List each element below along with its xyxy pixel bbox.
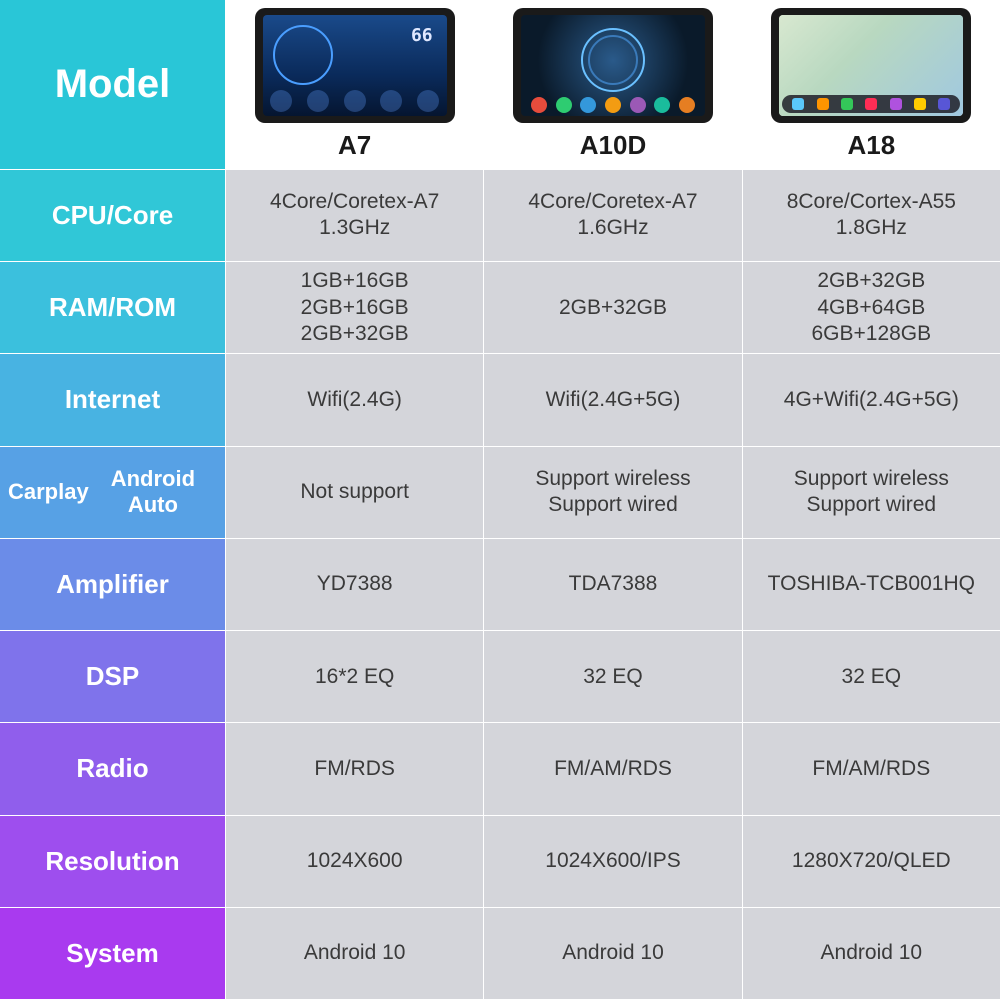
- row-system: System Android 10 Android 10 Android 10: [0, 908, 1000, 1000]
- row-model: Model 66 A7: [0, 0, 1000, 170]
- label-resolution: Resolution: [0, 816, 225, 907]
- row-radio: Radio FM/RDS FM/AM/RDS FM/AM/RDS: [0, 723, 1000, 815]
- label-internet: Internet: [0, 354, 225, 445]
- cell-resolution-a18: 1280X720/QLED: [742, 816, 1000, 907]
- cell-cpu-a7: 4Core/Coretex-A71.3GHz: [225, 170, 483, 261]
- label-amplifier: Amplifier: [0, 539, 225, 630]
- label-dsp: DSP: [0, 631, 225, 722]
- cell-radio-a7: FM/RDS: [225, 723, 483, 814]
- cell-carplay-a10d: Support wirelessSupport wired: [483, 447, 741, 538]
- cell-resolution-a7: 1024X600: [225, 816, 483, 907]
- cell-system-a7: Android 10: [225, 908, 483, 999]
- cell-system-a18: Android 10: [742, 908, 1000, 999]
- label-system: System: [0, 908, 225, 999]
- cell-system-a10d: Android 10: [483, 908, 741, 999]
- cell-radio-a18: FM/AM/RDS: [742, 723, 1000, 814]
- device-image-a10d: [513, 8, 713, 123]
- col-a10d-header: A10D: [483, 0, 741, 169]
- row-carplay: CarplayAndroid Auto Not support Support …: [0, 447, 1000, 539]
- cell-dsp-a18: 32 EQ: [742, 631, 1000, 722]
- cell-resolution-a10d: 1024X600/IPS: [483, 816, 741, 907]
- cell-internet-a18: 4G+Wifi(2.4G+5G): [742, 354, 1000, 445]
- cell-dsp-a7: 16*2 EQ: [225, 631, 483, 722]
- row-internet: Internet Wifi(2.4G) Wifi(2.4G+5G) 4G+Wif…: [0, 354, 1000, 446]
- col-a7-header: 66 A7: [225, 0, 483, 169]
- cell-radio-a10d: FM/AM/RDS: [483, 723, 741, 814]
- label-cpu: CPU/Core: [0, 170, 225, 261]
- row-resolution: Resolution 1024X600 1024X600/IPS 1280X72…: [0, 816, 1000, 908]
- label-carplay: CarplayAndroid Auto: [0, 447, 225, 538]
- cell-internet-a7: Wifi(2.4G): [225, 354, 483, 445]
- cell-ram-a10d: 2GB+32GB: [483, 262, 741, 353]
- label-ram: RAM/ROM: [0, 262, 225, 353]
- cell-cpu-a18: 8Core/Cortex-A551.8GHz: [742, 170, 1000, 261]
- device-image-a7: 66: [255, 8, 455, 123]
- model-name-a10d: A10D: [580, 129, 646, 162]
- cell-amplifier-a7: YD7388: [225, 539, 483, 630]
- row-cpu: CPU/Core 4Core/Coretex-A71.3GHz 4Core/Co…: [0, 170, 1000, 262]
- row-amplifier: Amplifier YD7388 TDA7388 TOSHIBA-TCB001H…: [0, 539, 1000, 631]
- comparison-table: Model 66 A7: [0, 0, 1000, 1000]
- label-model: Model: [0, 0, 225, 169]
- cell-ram-a7: 1GB+16GB2GB+16GB2GB+32GB: [225, 262, 483, 353]
- cell-carplay-a18: Support wirelessSupport wired: [742, 447, 1000, 538]
- label-radio: Radio: [0, 723, 225, 814]
- row-ram: RAM/ROM 1GB+16GB2GB+16GB2GB+32GB 2GB+32G…: [0, 262, 1000, 354]
- cell-carplay-a7: Not support: [225, 447, 483, 538]
- cell-amplifier-a10d: TDA7388: [483, 539, 741, 630]
- row-dsp: DSP 16*2 EQ 32 EQ 32 EQ: [0, 631, 1000, 723]
- cell-dsp-a10d: 32 EQ: [483, 631, 741, 722]
- col-a18-header: A18: [742, 0, 1000, 169]
- device-image-a18: [771, 8, 971, 123]
- model-name-a7: A7: [338, 129, 371, 162]
- cell-ram-a18: 2GB+32GB4GB+64GB6GB+128GB: [742, 262, 1000, 353]
- cell-amplifier-a18: TOSHIBA-TCB001HQ: [742, 539, 1000, 630]
- cell-cpu-a10d: 4Core/Coretex-A71.6GHz: [483, 170, 741, 261]
- cell-internet-a10d: Wifi(2.4G+5G): [483, 354, 741, 445]
- model-name-a18: A18: [847, 129, 895, 162]
